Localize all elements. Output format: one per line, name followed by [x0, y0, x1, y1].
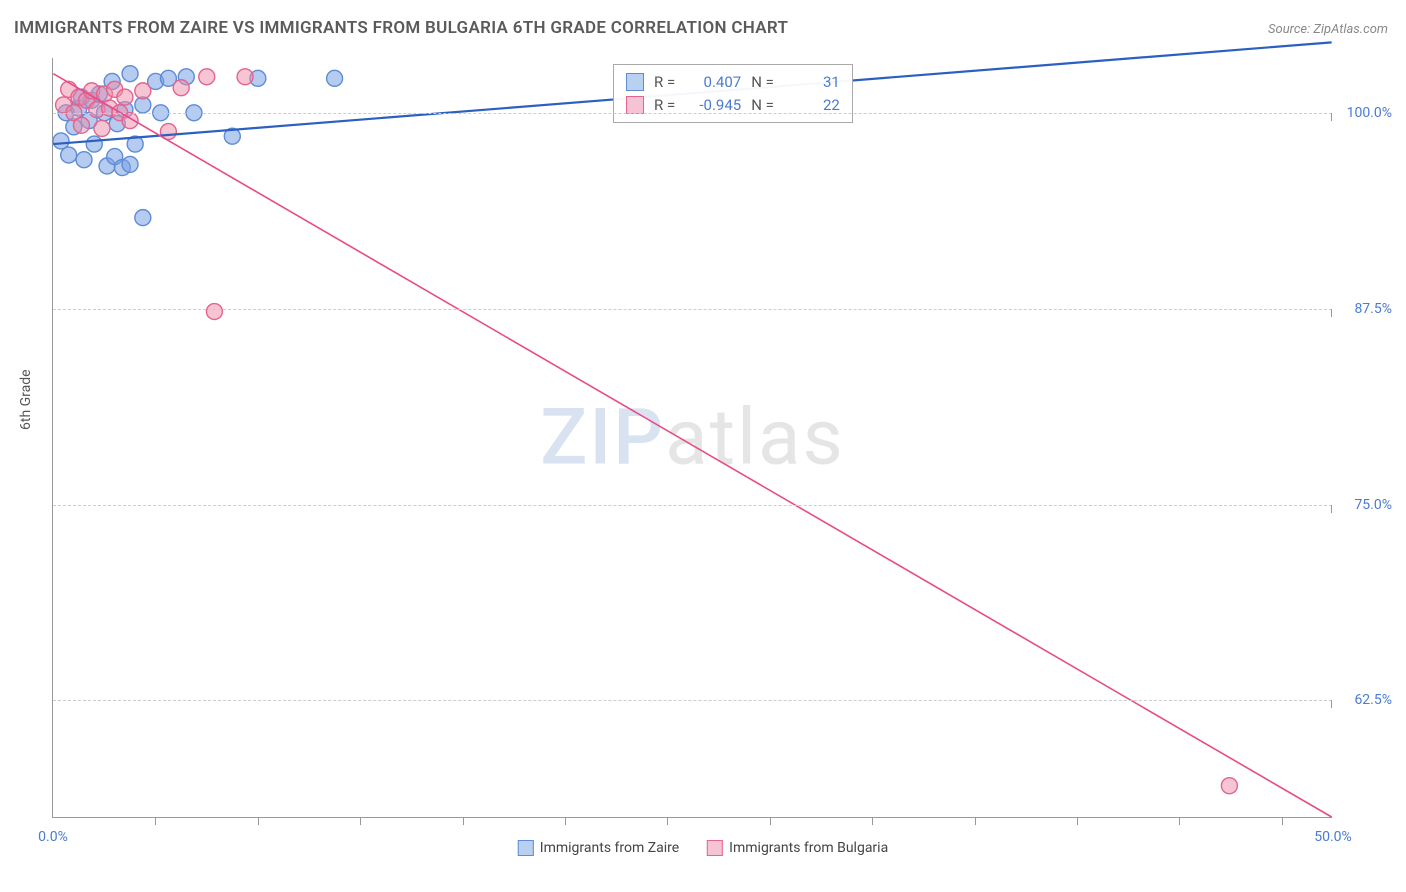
scatter-point-series-1 — [94, 120, 110, 136]
x-minor-tick — [667, 817, 668, 825]
x-minor-tick — [258, 817, 259, 825]
y-tick-label: 62.5% — [1354, 692, 1392, 708]
gridline-h — [53, 505, 1332, 506]
scatter-point-series-1 — [117, 89, 133, 105]
legend-swatch — [518, 840, 534, 856]
n-label: N = — [751, 71, 774, 94]
scatter-point-series-1 — [199, 69, 215, 85]
r-label: R = — [654, 71, 675, 94]
y-tick — [1331, 113, 1332, 121]
x-tick-label: 0.0% — [38, 829, 68, 845]
x-minor-tick — [155, 817, 156, 825]
y-tick — [1331, 309, 1332, 317]
legend-item-0: Immigrants from Zaire — [518, 840, 679, 856]
legend-label: Immigrants from Zaire — [540, 840, 679, 856]
legend-label: Immigrants from Bulgaria — [729, 840, 888, 856]
chart-title: IMMIGRANTS FROM ZAIRE VS IMMIGRANTS FROM… — [14, 18, 788, 38]
plot-svg — [53, 58, 1332, 817]
scatter-point-series-0 — [122, 66, 138, 82]
y-tick-label: 100.0% — [1347, 105, 1392, 121]
scatter-point-series-0 — [86, 136, 102, 152]
y-axis-title: 6th Grade — [18, 369, 34, 430]
x-tick-label: 50.0% — [1314, 829, 1352, 845]
legend-swatch — [707, 840, 723, 856]
legend: Immigrants from Zaire Immigrants from Bul… — [518, 840, 888, 856]
plot-area: ZIPatlas R =0.407N =31R =-0.945N =22 62.… — [52, 58, 1332, 818]
x-minor-tick — [770, 817, 771, 825]
chart-source: Source: ZipAtlas.com — [1268, 22, 1388, 37]
y-tick-label: 87.5% — [1354, 301, 1392, 317]
x-minor-tick — [975, 817, 976, 825]
y-tick-label: 75.0% — [1354, 497, 1392, 513]
scatter-point-series-1 — [135, 83, 151, 99]
rbox-row-0: R = 0.407 N = 31 — [626, 71, 840, 94]
correlation-box: R =0.407N =31R =-0.945N =22 — [613, 64, 853, 123]
y-tick — [1331, 505, 1332, 513]
n-value: 31 — [784, 71, 840, 94]
scatter-point-series-1 — [237, 69, 253, 85]
scatter-point-series-0 — [122, 156, 138, 172]
x-minor-tick — [872, 817, 873, 825]
scatter-point-series-0 — [135, 210, 151, 226]
scatter-point-series-1 — [173, 80, 189, 96]
scatter-point-series-1 — [206, 304, 222, 320]
scatter-point-series-0 — [61, 147, 77, 163]
scatter-point-series-0 — [53, 133, 69, 149]
gridline-h — [53, 309, 1332, 310]
x-minor-tick — [1077, 817, 1078, 825]
x-minor-tick — [1282, 817, 1283, 825]
x-minor-tick — [360, 817, 361, 825]
scatter-point-series-0 — [76, 152, 92, 168]
gridline-h — [53, 700, 1332, 701]
legend-item-1: Immigrants from Bulgaria — [707, 840, 888, 856]
rbox-swatch — [626, 73, 644, 91]
scatter-point-series-0 — [327, 70, 343, 86]
scatter-point-series-1 — [1221, 778, 1237, 794]
x-minor-tick — [565, 817, 566, 825]
r-value: 0.407 — [685, 71, 741, 94]
x-minor-tick — [1179, 817, 1180, 825]
scatter-point-series-1 — [73, 117, 89, 133]
rbox-swatch — [626, 96, 644, 114]
gridline-h — [53, 113, 1332, 114]
trend-line-series-1 — [53, 74, 1331, 817]
x-minor-tick — [463, 817, 464, 825]
y-tick — [1331, 700, 1332, 708]
